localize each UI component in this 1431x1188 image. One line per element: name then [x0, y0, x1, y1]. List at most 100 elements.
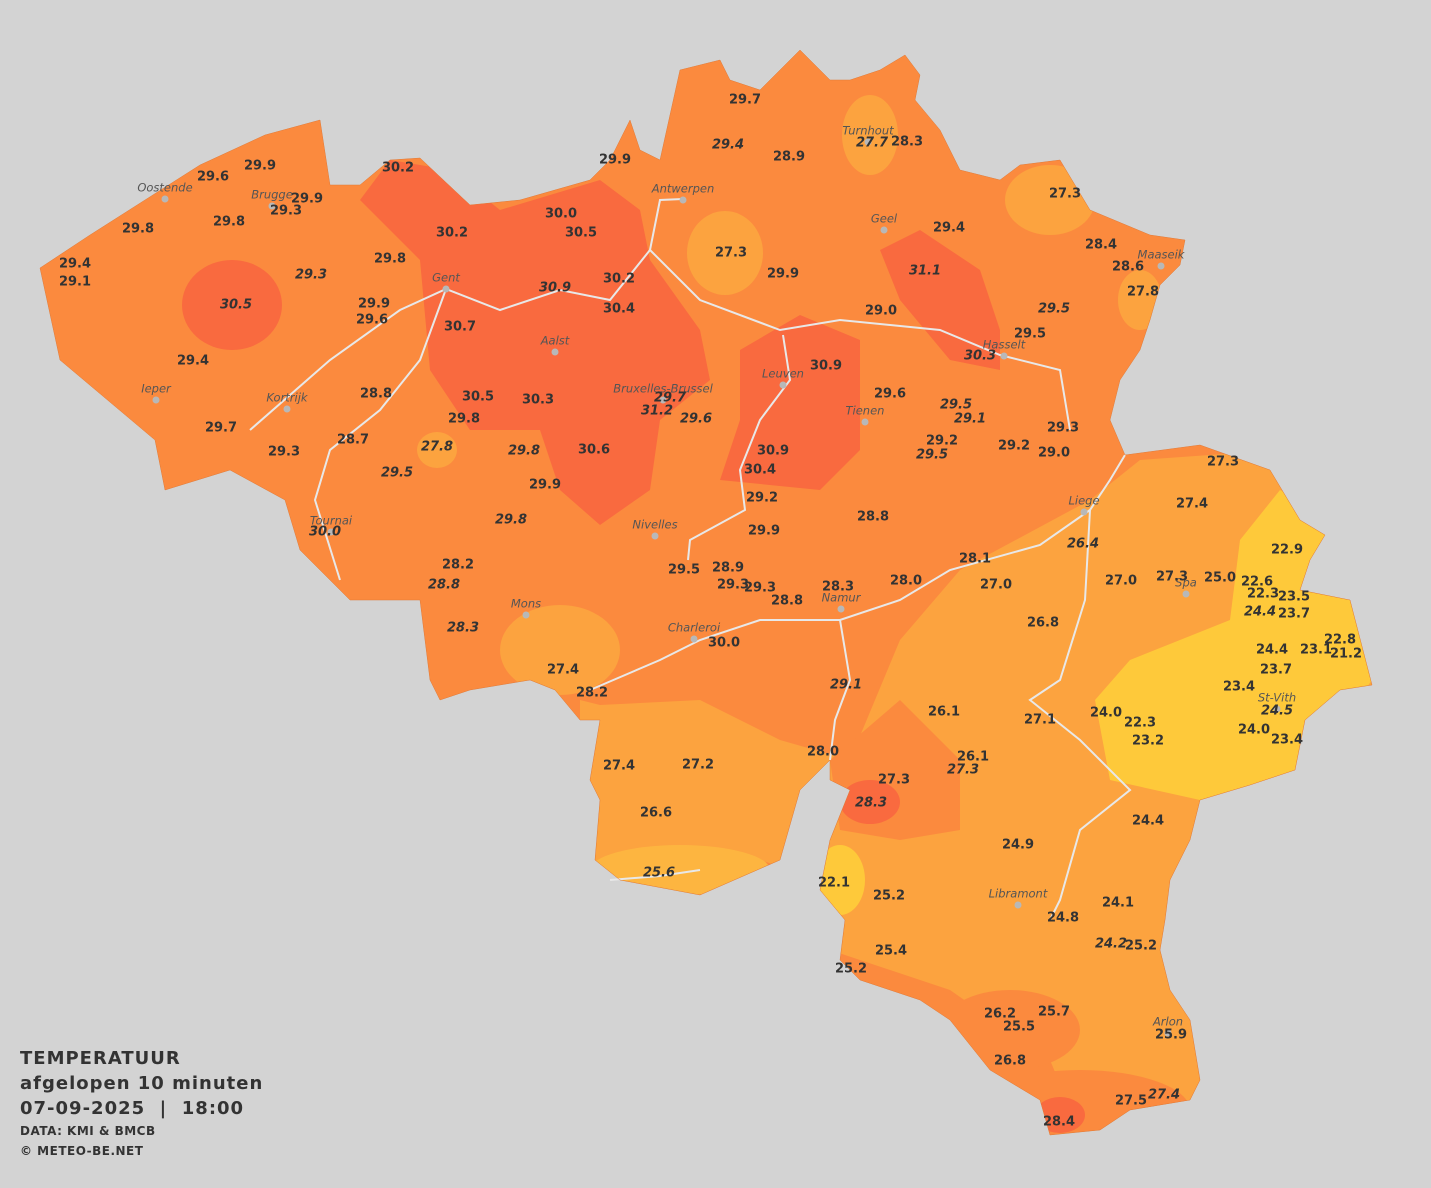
temperature-reading: 29.1: [59, 275, 91, 290]
temperature-reading: 29.9: [748, 524, 780, 539]
city-label: Spa: [1175, 576, 1197, 590]
temperature-reading: 25.2: [835, 962, 867, 977]
temperature-reading: 29.6: [680, 412, 712, 427]
zone-blob: [590, 845, 770, 895]
rivers: [249, 198, 1132, 921]
temperature-reading: 30.0: [708, 636, 740, 651]
temperature-reading: 24.4: [1244, 605, 1276, 620]
temperature-reading: 22.9: [1271, 543, 1303, 558]
zone-blob: [500, 605, 620, 695]
zone-blob: [840, 780, 900, 824]
legend-source: DATA: KMI & BMCB: [20, 1124, 156, 1138]
temperature-reading: 28.9: [712, 561, 744, 576]
temperature-reading: 21.2: [1330, 647, 1362, 662]
temperature-reading: 26.8: [1027, 616, 1059, 631]
zone-hot: [360, 160, 710, 525]
zone-blob: [1118, 270, 1162, 330]
temperature-reading: 29.6: [197, 170, 229, 185]
temperature-reading: 27.8: [1127, 285, 1159, 300]
temperature-reading: 29.9: [358, 297, 390, 312]
temperature-reading: 28.2: [442, 558, 474, 573]
city-label: Tienen: [846, 404, 885, 418]
city-label: Hasselt: [983, 338, 1026, 352]
temperature-reading: 22.3: [1247, 587, 1279, 602]
temperature-reading: 27.4: [603, 759, 635, 774]
temperature-reading: 31.2: [641, 404, 673, 419]
temperature-reading: 28.9: [773, 150, 805, 165]
city-dot: [1000, 352, 1008, 360]
zone-cool: [1095, 490, 1372, 800]
temperature-reading: 28.8: [771, 594, 803, 609]
temperature-reading: 29.8: [213, 215, 245, 230]
temperature-reading: 26.1: [928, 705, 960, 720]
city-dot: [1014, 901, 1022, 909]
city-dot: [268, 202, 276, 210]
temperature-reading: 30.4: [744, 463, 776, 478]
temperature-reading: 29.0: [1038, 446, 1070, 461]
river: [649, 249, 1071, 431]
temperature-reading: 27.7: [856, 136, 889, 151]
temperature-reading: 25.7: [1038, 1005, 1070, 1020]
temperature-reading: 29.4: [712, 138, 744, 153]
temperature-reading: 27.5: [1115, 1094, 1147, 1109]
temperature-reading: 27.1: [1024, 713, 1056, 728]
temperature-reading: 22.1: [818, 876, 850, 891]
temperature-reading: 30.5: [220, 298, 252, 313]
temperature-reading: 30.2: [603, 272, 635, 287]
temperature-reading: 25.0: [1204, 571, 1236, 586]
city-dot: [1164, 1029, 1172, 1037]
temperature-reading: 29.3: [717, 578, 749, 593]
temperature-reading: 29.6: [356, 313, 388, 328]
city-dot: [1080, 508, 1088, 516]
city-label: Mons: [511, 597, 541, 611]
temperature-reading: 27.4: [1148, 1088, 1180, 1103]
city-dot: [861, 418, 869, 426]
city-dot: [1182, 590, 1190, 598]
temperature-reading: 30.3: [964, 349, 996, 364]
legend-datetime: 07-09-2025 | 18:00: [20, 1098, 245, 1119]
city-label: Gent: [432, 271, 460, 285]
temperature-reading: 30.5: [565, 226, 597, 241]
temperature-reading: 31.1: [909, 264, 941, 279]
city-dot: [864, 138, 872, 146]
temperature-reading: 29.5: [1014, 327, 1046, 342]
temperature-reading: 28.2: [576, 686, 608, 701]
city-dot: [837, 605, 845, 613]
city-label: Geel: [871, 212, 898, 226]
temperature-reading: 29.6: [874, 387, 906, 402]
temperature-reading: 28.7: [337, 433, 369, 448]
temperature-reading: 23.4: [1223, 680, 1255, 695]
temperature-reading: 28.8: [857, 510, 889, 525]
temperature-reading: 23.1: [1300, 643, 1332, 658]
temperature-reading: 28.6: [1112, 260, 1144, 275]
temperature-reading: 30.0: [545, 207, 577, 222]
temperature-reading: 28.4: [1085, 238, 1117, 253]
city-dot: [551, 348, 559, 356]
temperature-reading: 23.5: [1278, 590, 1310, 605]
temperature-reading: 23.2: [1132, 734, 1164, 749]
temperature-reading: 28.8: [360, 387, 392, 402]
river: [609, 869, 701, 881]
temperature-reading: 28.3: [855, 796, 887, 811]
temperature-reading: 29.3: [1047, 421, 1079, 436]
temperature-reading: 29.9: [244, 159, 276, 174]
river: [249, 198, 684, 431]
temperature-reading: 27.4: [1176, 497, 1208, 512]
temperature-reading: 29.9: [529, 478, 561, 493]
zone-hot: [880, 230, 1000, 370]
city-label: Arlon: [1152, 1015, 1183, 1029]
temperature-reading: 29.2: [998, 439, 1030, 454]
city-label: Charleroi: [668, 621, 721, 635]
temperature-reading: 29.4: [933, 221, 965, 236]
temperature-reading: 22.8: [1324, 633, 1356, 648]
temperature-reading: 28.3: [447, 621, 479, 636]
zone-blob: [1035, 1097, 1085, 1133]
temperature-reading: 29.4: [59, 257, 91, 272]
temperature-reading: 30.7: [444, 320, 476, 335]
temperature-reading: 27.3: [715, 246, 747, 261]
city-label: Oostende: [137, 181, 192, 195]
temperature-reading: 29.3: [268, 445, 300, 460]
temperature-reading: 27.3: [1156, 570, 1188, 585]
